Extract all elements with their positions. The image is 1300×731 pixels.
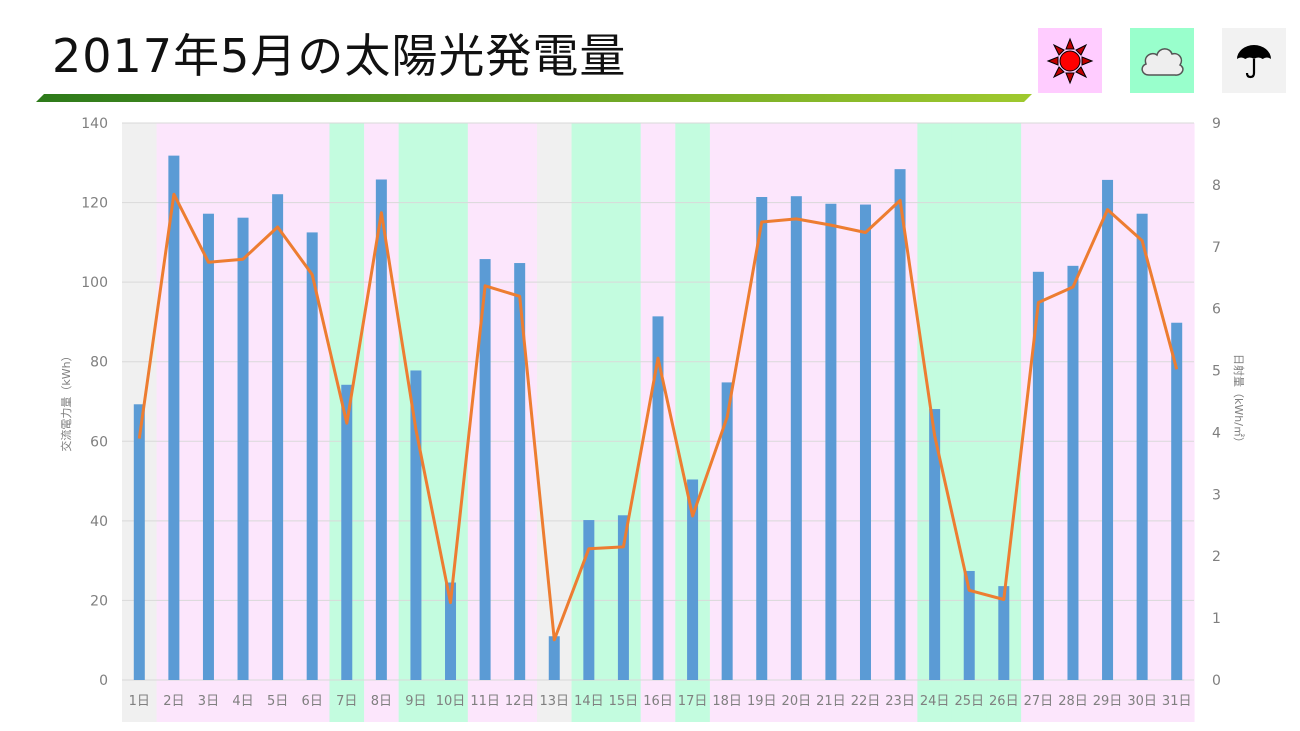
left-axis-title: 交流電力量（kWh） [59, 350, 73, 451]
bar-21日 [825, 203, 837, 680]
x-tick-label: 17日 [678, 694, 708, 709]
right-tick-label: 4 [1212, 425, 1221, 441]
bar-28日 [1067, 265, 1079, 680]
bar-4日 [237, 217, 249, 680]
x-tick-label: 24日 [920, 694, 950, 709]
right-axis-ticks: 0 1 2 3 4 5 6 7 8 9 [1212, 116, 1221, 689]
bar-11日 [479, 259, 491, 680]
x-tick-label: 12日 [505, 694, 535, 709]
right-tick-label: 9 [1212, 116, 1221, 132]
x-tick-label: 25日 [954, 694, 984, 709]
left-tick-label: 60 [90, 434, 108, 450]
x-tick-label: 13日 [539, 694, 569, 709]
right-tick-label: 7 [1212, 240, 1221, 256]
x-tick-label: 3日 [198, 694, 219, 709]
bar-5日 [272, 194, 284, 680]
title-underline-bar [36, 94, 1032, 102]
left-tick-label: 120 [81, 196, 108, 212]
x-tick-label: 2日 [163, 694, 184, 709]
bar-2日 [168, 155, 180, 681]
bar-17日 [687, 479, 699, 680]
x-tick-label: 20日 [782, 694, 812, 709]
x-tick-label: 27日 [1024, 694, 1054, 709]
x-tick-label: 8日 [371, 694, 392, 709]
x-tick-label: 14日 [574, 694, 604, 709]
x-tick-label: 4日 [232, 694, 253, 709]
right-axis-title: 日射量（kWh/㎡） [1232, 354, 1246, 448]
bar-15日 [617, 515, 629, 680]
x-tick-label: 31日 [1162, 694, 1192, 709]
x-tick-label: 9日 [405, 694, 426, 709]
left-tick-label: 20 [90, 593, 108, 609]
x-tick-label: 18日 [712, 694, 742, 709]
left-tick-label: 140 [81, 116, 108, 132]
x-tick-label: 22日 [851, 694, 881, 709]
bar-29日 [1102, 179, 1114, 681]
bar-1日 [133, 404, 145, 680]
bar-14日 [583, 520, 595, 680]
left-axis-ticks: 0 20 40 60 80 100 120 140 [81, 116, 108, 689]
bar-20日 [790, 196, 802, 680]
right-tick-label: 1 [1212, 611, 1221, 627]
bar-26日 [998, 586, 1010, 680]
bar-6日 [306, 232, 318, 681]
cloud-icon [1130, 28, 1194, 93]
sun-icon [1038, 28, 1102, 93]
right-tick-label: 0 [1212, 673, 1221, 689]
bar-24日 [929, 409, 941, 680]
x-tick-label: 7日 [336, 694, 357, 709]
left-tick-label: 40 [90, 514, 108, 530]
x-tick-label: 21日 [816, 694, 846, 709]
x-tick-label: 19日 [747, 694, 777, 709]
x-axis-ticks: 1日 2日 3日 4日 5日 6日 7日 8日 9日 10日 11日 12日 13日 14日 15日 16日 1… [129, 694, 1192, 709]
right-tick-label: 2 [1212, 549, 1221, 565]
umbrella-icon [1222, 28, 1286, 93]
x-tick-label: 6日 [302, 694, 323, 709]
x-tick-label: 5日 [267, 694, 288, 709]
x-tick-label: 16日 [643, 694, 673, 709]
bar-9日 [410, 370, 422, 680]
bar-19日 [756, 197, 768, 680]
x-tick-label: 29日 [1093, 694, 1123, 709]
bar-30日 [1136, 213, 1148, 680]
right-tick-label: 3 [1212, 487, 1221, 503]
irradiance-line [137, 192, 1179, 642]
bar-18日 [721, 382, 733, 680]
bar-22日 [859, 204, 871, 680]
bar-12日 [514, 263, 526, 680]
bar-10日 [445, 582, 457, 680]
x-tick-label: 10日 [436, 694, 466, 709]
bar-13日 [548, 636, 560, 680]
left-tick-label: 100 [81, 275, 108, 291]
right-tick-label: 8 [1212, 178, 1221, 194]
left-tick-label: 0 [99, 673, 108, 689]
x-tick-label: 11日 [470, 694, 500, 709]
x-tick-label: 23日 [885, 694, 915, 709]
bar-16日 [652, 316, 664, 680]
bar-3日 [202, 213, 214, 680]
right-tick-label: 5 [1212, 364, 1221, 380]
x-tick-label: 15日 [609, 694, 639, 709]
x-tick-label: 28日 [1058, 694, 1088, 709]
x-tick-label: 1日 [129, 694, 150, 709]
x-tick-label: 26日 [989, 694, 1019, 709]
weather-band-rainy [536, 123, 573, 722]
bar-7日 [341, 384, 353, 680]
ac-power-bars [133, 155, 1183, 681]
page-title: 2017年5月の太陽光発電量 [52, 29, 627, 83]
left-tick-label: 80 [90, 355, 108, 371]
right-tick-label: 6 [1212, 302, 1221, 318]
bar-8日 [375, 179, 387, 680]
bar-27日 [1032, 271, 1044, 680]
bar-23日 [894, 169, 906, 680]
x-tick-label: 30日 [1127, 694, 1157, 709]
bar-31日 [1171, 322, 1183, 680]
bar-25日 [963, 570, 975, 680]
